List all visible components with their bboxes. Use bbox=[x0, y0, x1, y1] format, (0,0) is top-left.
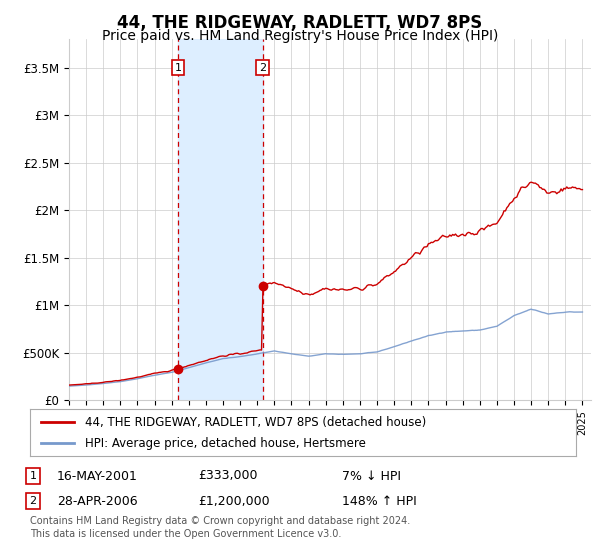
Text: 148% ↑ HPI: 148% ↑ HPI bbox=[342, 494, 417, 508]
Text: 1: 1 bbox=[29, 471, 37, 481]
Text: 2: 2 bbox=[259, 63, 266, 73]
Text: Contains HM Land Registry data © Crown copyright and database right 2024.: Contains HM Land Registry data © Crown c… bbox=[30, 516, 410, 526]
Text: 28-APR-2006: 28-APR-2006 bbox=[57, 494, 137, 508]
Text: 16-MAY-2001: 16-MAY-2001 bbox=[57, 469, 138, 483]
Text: HPI: Average price, detached house, Hertsmere: HPI: Average price, detached house, Hert… bbox=[85, 437, 365, 450]
Text: This data is licensed under the Open Government Licence v3.0.: This data is licensed under the Open Gov… bbox=[30, 529, 341, 539]
Text: 1: 1 bbox=[175, 63, 182, 73]
Text: 7% ↓ HPI: 7% ↓ HPI bbox=[342, 469, 401, 483]
Text: 2: 2 bbox=[29, 496, 37, 506]
Text: 44, THE RIDGEWAY, RADLETT, WD7 8PS: 44, THE RIDGEWAY, RADLETT, WD7 8PS bbox=[118, 14, 482, 32]
Text: Price paid vs. HM Land Registry's House Price Index (HPI): Price paid vs. HM Land Registry's House … bbox=[102, 29, 498, 43]
Text: £333,000: £333,000 bbox=[198, 469, 257, 483]
Bar bbox=[178, 39, 263, 400]
Text: £1,200,000: £1,200,000 bbox=[198, 494, 269, 508]
Text: 44, THE RIDGEWAY, RADLETT, WD7 8PS (detached house): 44, THE RIDGEWAY, RADLETT, WD7 8PS (deta… bbox=[85, 416, 426, 428]
